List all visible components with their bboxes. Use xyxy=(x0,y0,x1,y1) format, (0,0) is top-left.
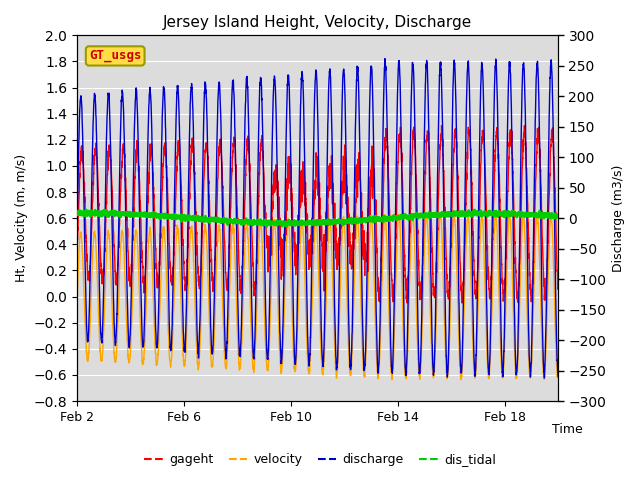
X-axis label: Time: Time xyxy=(552,423,583,436)
Title: Jersey Island Height, Velocity, Discharge: Jersey Island Height, Velocity, Discharg… xyxy=(163,15,472,30)
Y-axis label: Discharge (m3/s): Discharge (m3/s) xyxy=(612,165,625,272)
Y-axis label: Ht, Velocity (m, m/s): Ht, Velocity (m, m/s) xyxy=(15,154,28,282)
Text: GT_usgs: GT_usgs xyxy=(89,49,141,62)
Legend: gageht, velocity, discharge, dis_tidal: gageht, velocity, discharge, dis_tidal xyxy=(140,448,500,471)
